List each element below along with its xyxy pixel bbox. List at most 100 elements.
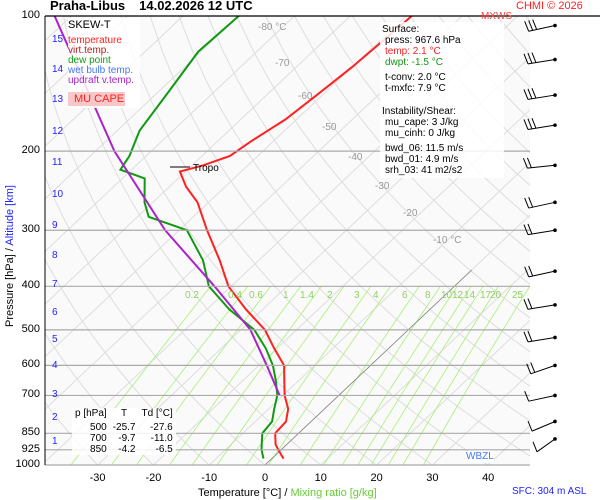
barb-staff	[528, 394, 556, 402]
barb-feather	[527, 420, 533, 432]
barb-dot	[553, 363, 557, 368]
cell: -4.2	[118, 444, 136, 455]
isotherm	[432, 372, 530, 465]
legend: SKEW-T temperature virt.temp. dew point …	[68, 18, 140, 108]
wind-barb	[523, 87, 557, 100]
mu-cape: mu_cape: 3 J/kg	[385, 117, 459, 128]
mixing-ratio-label: 25	[512, 290, 524, 301]
series-temperature	[178, 16, 413, 460]
altitude-tick-label: 4	[52, 360, 58, 371]
isotherm	[45, 16, 351, 305]
barb-staff	[530, 364, 556, 375]
wbzl-label: WBZL	[466, 451, 494, 463]
isotherm	[45, 16, 295, 253]
cell: -11.0	[150, 433, 173, 444]
mixing-ratio-label: 6	[402, 290, 408, 301]
mixing-ratio-label: 3	[354, 290, 360, 301]
isotherm	[320, 266, 530, 465]
wind-barb	[523, 52, 557, 65]
wind-barb	[523, 118, 557, 130]
station-name: Praha-Libus	[50, 0, 126, 13]
barb-feather	[527, 223, 533, 235]
barb-dot	[553, 269, 557, 273]
barb-staff	[527, 336, 556, 343]
pressure-tick-label: 500	[21, 322, 40, 335]
altitude-tick-label: 7	[52, 279, 58, 290]
barb-feather	[528, 197, 534, 208]
col-td: Td [°C]	[141, 408, 173, 419]
x-label-mixing: Mixing ratio [g/kg]	[290, 487, 377, 499]
bwd-06: bwd_06: 11.5 m/s	[385, 143, 464, 154]
mixing-ratio-label: 17	[480, 290, 492, 301]
temp-tick-label: 30	[426, 472, 439, 484]
barb-feather	[524, 391, 530, 402]
temp-tick-label: -10	[201, 472, 218, 484]
isotherm-label: -30	[375, 181, 390, 192]
isotherm-label: -20	[403, 208, 418, 219]
isotherm	[376, 319, 530, 465]
wind-barb	[524, 391, 557, 402]
barb-feather	[532, 441, 538, 453]
mixing-ratio-label: 20	[490, 290, 502, 301]
isotherm	[45, 16, 407, 358]
pressure-tick-label: 300	[21, 223, 40, 236]
wind-barb	[523, 331, 557, 343]
series-dew-point	[118, 16, 279, 459]
barb-staff	[527, 59, 556, 65]
y-label-sep: /	[4, 248, 16, 252]
table-row: 700 -9.7 -11.0	[72, 433, 176, 444]
altitude-tick-label: 9	[52, 220, 58, 231]
mixing-ratio-label: 1.4	[300, 290, 314, 301]
barb-feather	[523, 89, 529, 100]
altitude-tick-label: 2	[52, 412, 58, 423]
barb-staff	[531, 421, 556, 432]
barb-feather	[523, 53, 529, 65]
mixing-ratio-label: 0.4	[228, 290, 242, 301]
barb-dot	[553, 200, 557, 205]
barb-staff	[527, 304, 556, 310]
barb-dot	[553, 437, 557, 441]
isotherm	[208, 161, 530, 465]
barb-dot	[553, 228, 557, 233]
y-label-altitude: Altitude [km]	[4, 185, 16, 246]
pressure-tick-label: 850	[21, 426, 40, 439]
levels-table: p [hPa] T Td [°C] 500 -25.7 -27.6 700 -9.7 -11…	[72, 408, 176, 455]
altitude-tick-label: 10	[52, 189, 64, 200]
dry-adiabat	[265, 16, 530, 319]
barb-dot	[553, 23, 557, 28]
barb-feather	[526, 363, 532, 374]
mixing-ratio-label: 1	[283, 290, 289, 301]
barb-feather	[532, 19, 538, 30]
barb-feather	[524, 21, 530, 32]
altitude-tick-label: 5	[52, 334, 58, 345]
bwd-01: bwd_01: 4.9 m/s	[385, 154, 459, 165]
legend-temperature: temperature	[68, 35, 122, 46]
wind-barb	[523, 298, 557, 310]
zero-isotherm	[264, 269, 472, 465]
isotherm	[45, 16, 240, 200]
altitude-tick-label: 13	[52, 94, 64, 105]
legend-title: SKEW-T	[68, 19, 111, 31]
mu-cinh: mu_cinh: 0 J/kg	[385, 128, 456, 139]
barb-feather	[527, 118, 533, 130]
altitude-tick-label: 1	[52, 436, 58, 447]
wind-barb	[523, 223, 557, 236]
barb-dot	[553, 123, 557, 127]
info-panel: Surface: press: 967.6 hPa temp: 2.1 °C d…	[380, 22, 504, 178]
wind-barb	[526, 362, 557, 375]
legend-wet-bulb: wet bulb temp.	[68, 65, 134, 76]
barb-feather	[524, 197, 530, 209]
barb-feather	[530, 362, 536, 373]
srh-03: srh_03: 41 m2/s2	[385, 165, 463, 176]
barb-staff	[527, 94, 556, 100]
barb-feather	[522, 157, 528, 169]
col-p: p [hPa]	[75, 408, 107, 419]
temp-tick-label: 0	[261, 472, 269, 484]
barb-feather	[531, 52, 537, 63]
surface-temp: temp: 2.1 °C	[385, 46, 441, 57]
wind-barb	[527, 419, 557, 432]
pressure-tick-label: 600	[21, 358, 40, 371]
cell: 700	[90, 433, 107, 444]
barb-staff	[528, 25, 556, 32]
wind-barb	[532, 437, 557, 453]
